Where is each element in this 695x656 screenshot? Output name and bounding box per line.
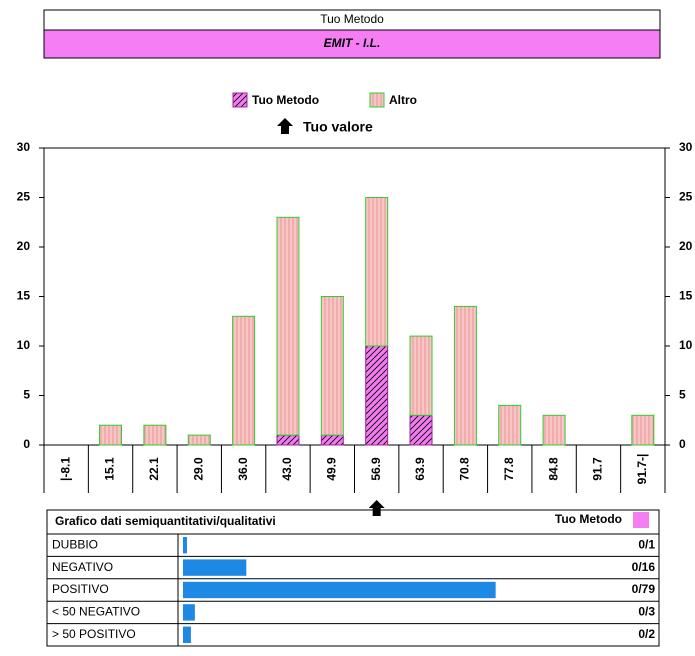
bar-segment: [631, 414, 655, 446]
y2-tick-label: 20: [679, 239, 693, 253]
y-tick-label: 10: [17, 338, 31, 352]
row-bar: [183, 581, 496, 599]
header-subtitle: EMIT - I.L.: [324, 36, 381, 50]
x-tick-label: 22.1: [147, 457, 161, 481]
row-label: DUBBIO: [52, 537, 98, 551]
bar-segment: [187, 434, 211, 446]
row-value: 0/16: [632, 560, 656, 574]
x-tick-label: 63.9: [413, 457, 427, 481]
y2-tick-label: 15: [679, 289, 693, 303]
x-tick-label: 91.7: [591, 457, 605, 481]
bar-segment: [409, 414, 433, 446]
header-title: Tuo Metodo: [320, 12, 384, 26]
x-tick-label: 15.1: [103, 457, 117, 481]
bar-segment: [232, 315, 256, 446]
y2-tick-label: 0: [679, 437, 686, 451]
bar-segment: [453, 305, 477, 446]
y-tick-label: 30: [17, 140, 31, 154]
legend-label: Tuo Metodo: [252, 93, 319, 107]
legend-swatch: [369, 92, 385, 108]
x-tick-label: 56.9: [369, 457, 383, 481]
legend-label: Altro: [389, 93, 417, 107]
plot-frame: [43, 147, 666, 446]
x-tick-label: 36.0: [236, 457, 250, 481]
row-value: 0/2: [638, 627, 655, 641]
y-tick-label: 20: [17, 239, 31, 253]
bar-segment: [276, 216, 300, 436]
bar-segment: [409, 335, 433, 416]
row-value: 0/3: [638, 605, 655, 619]
legend-swatch: [232, 92, 248, 108]
bar-segment: [143, 424, 167, 446]
bar-segment: [365, 345, 389, 446]
row-value: 0/79: [632, 582, 656, 596]
marker-label: Tuo valore: [303, 119, 373, 135]
y-tick-label: 0: [23, 437, 30, 451]
table-title: Grafico dati semiquantitativi/qualitativ…: [55, 514, 276, 528]
method-swatch: [633, 512, 649, 528]
y2-tick-label: 10: [679, 338, 693, 352]
table-frame: [46, 509, 660, 647]
x-tick-label: 70.8: [458, 457, 472, 481]
x-tick-label: 84.8: [546, 457, 560, 481]
row-bar: [183, 626, 191, 643]
subheader-box: [43, 29, 661, 59]
bar-segment: [276, 434, 300, 446]
y-tick-label: 5: [23, 388, 30, 402]
bar-segment: [498, 404, 522, 446]
x-tick-label: 77.8: [502, 457, 516, 481]
row-label: < 50 NEGATIVO: [52, 605, 140, 619]
row-label: NEGATIVO: [52, 560, 113, 574]
row-value: 0/1: [638, 537, 655, 551]
x-tick-label: 49.9: [324, 457, 338, 481]
legend-marker: [277, 118, 293, 134]
x-tick-label: 43.0: [280, 457, 294, 481]
table-method: Tuo Metodo: [555, 512, 622, 526]
bar-segment: [365, 197, 389, 347]
x-tick-label: 29.0: [191, 457, 205, 481]
y2-tick-label: 30: [679, 140, 693, 154]
bar-segment: [542, 414, 566, 446]
bar-segment: [320, 296, 344, 436]
row-bar: [183, 559, 247, 576]
bar-segment: [99, 424, 123, 446]
row-label: > 50 POSITIVO: [52, 627, 136, 641]
row-bar: [183, 604, 195, 621]
bar-segment: [320, 434, 344, 446]
x-tick-label: 91.7-|: [635, 454, 649, 485]
x-tick-label: |-8.1: [58, 457, 72, 481]
y2-tick-label: 5: [679, 388, 686, 402]
y-tick-label: 25: [17, 190, 31, 204]
row-bar: [183, 537, 187, 554]
y-tick-label: 15: [17, 289, 31, 303]
row-label: POSITIVO: [52, 582, 109, 596]
value-marker: [368, 500, 385, 516]
y2-tick-label: 25: [679, 190, 693, 204]
